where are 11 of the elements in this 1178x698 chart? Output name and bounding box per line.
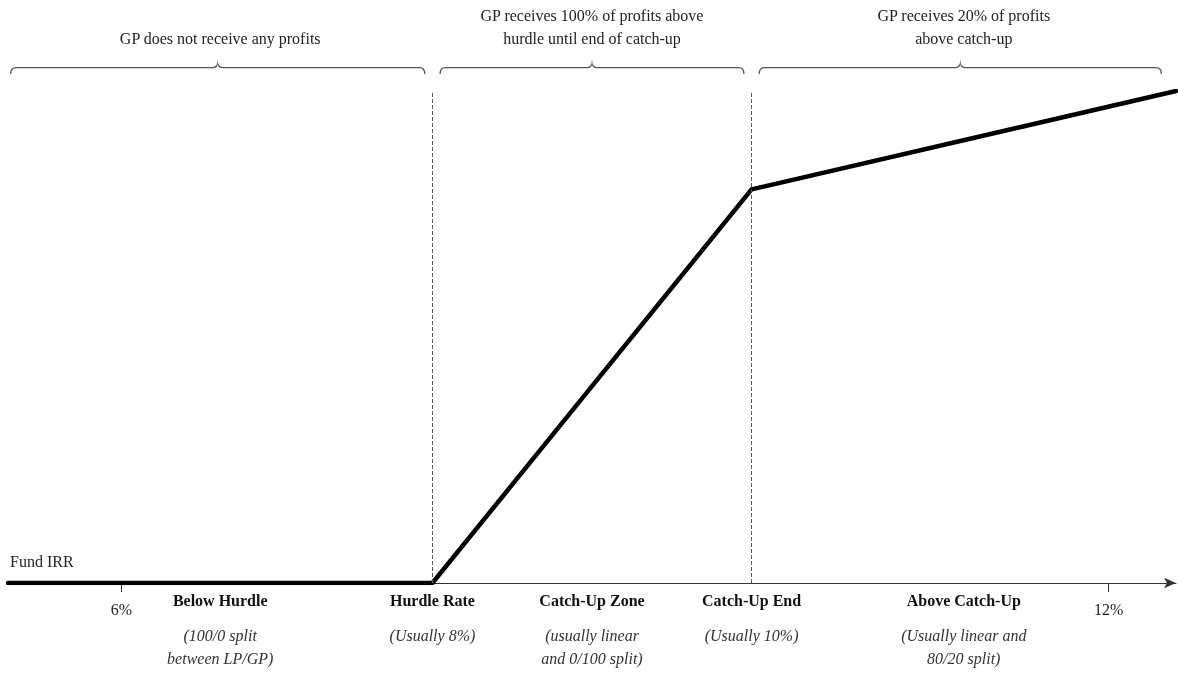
text: Hurdle Rate (Usually 8%)	[389, 591, 476, 645]
text: Below Hurdle (100/0 split between LP/GP)	[167, 591, 274, 668]
x-tick-label: 6%	[110, 600, 133, 618]
text: Catch-Up End (Usually 10%)	[702, 591, 802, 645]
text: Catch-Up Zone (usually linear and 0/100 split)	[539, 591, 645, 668]
x-tick-label: 12%	[1093, 600, 1124, 618]
text: GP receives 100% of profits above hurdle until end of catch-up	[480, 7, 704, 48]
text: Above Catch-Up (Usually linear and 80/20 split)	[901, 591, 1028, 668]
text: GP receives 20% of profits above catch-up	[877, 7, 1051, 48]
x-axis-title: Fund IRR	[10, 552, 74, 570]
text: GP does not receive any profits	[119, 30, 321, 48]
